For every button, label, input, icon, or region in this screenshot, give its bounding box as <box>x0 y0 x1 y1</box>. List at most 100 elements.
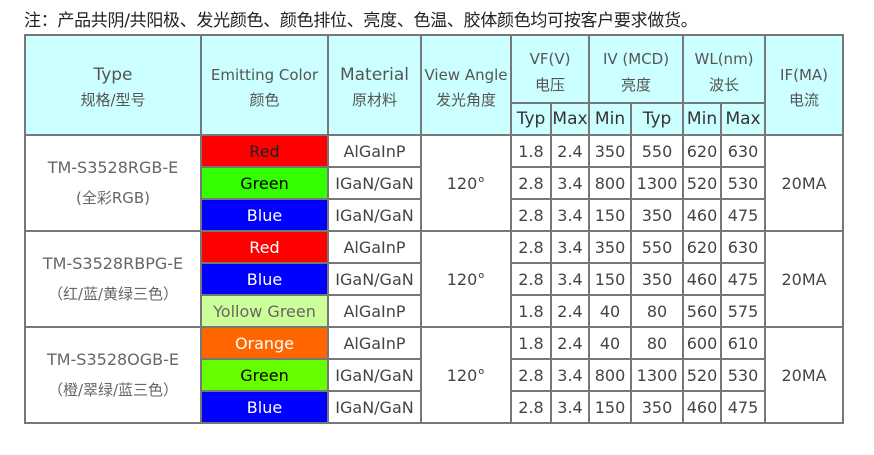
wl-cell: 475 <box>720 198 767 232</box>
iv-cell: 550 <box>630 230 685 264</box>
color-cell: Green <box>200 166 329 200</box>
header-color-en: Emitting Color <box>210 65 319 84</box>
model-name: TM-S3528RGB-E <box>47 158 179 177</box>
color-cell: Blue <box>200 390 329 424</box>
color-cell: Blue <box>200 262 329 296</box>
header-angle: View Angle 发光角度 <box>420 34 512 136</box>
header-iv-min: Min <box>588 102 633 136</box>
header-iv-typ: Typ <box>630 102 685 136</box>
wl-cell: 630 <box>720 230 767 264</box>
material-cell: AlGaInP <box>327 326 422 360</box>
vf-cell: 3.4 <box>549 230 591 264</box>
wl-cell: 520 <box>682 358 723 392</box>
wl-cell: 530 <box>720 166 767 200</box>
iv-cell: 350 <box>630 198 685 232</box>
header-angle-en: View Angle <box>424 65 508 84</box>
color-cell: Blue <box>200 198 329 232</box>
header-angle-cn: 发光角度 <box>435 90 496 109</box>
material-cell: AlGaInP <box>327 230 422 264</box>
iv-cell: 550 <box>630 134 685 168</box>
header-wl-max: Max <box>720 102 767 136</box>
material-cell: AlGaInP <box>327 294 422 328</box>
if-cell: 20MA <box>764 326 845 424</box>
table-row: Green IGaN/GaN 2.8 3.4 800 1300 520 530 <box>25 166 843 200</box>
header-wl: WL(nm) 波长 <box>682 34 767 104</box>
wl-cell: 610 <box>720 326 767 360</box>
spec-table: Type 规格/型号 Emitting Color 颜色 Material 原材料 V… <box>24 34 845 424</box>
material-cell: IGaN/GaN <box>327 262 422 296</box>
wl-cell: 620 <box>682 230 723 264</box>
iv-cell: 800 <box>588 166 633 200</box>
table-row: Blue IGaN/GaN 2.8 3.4 150 350 460 475 <box>25 198 843 232</box>
wl-cell: 475 <box>720 390 767 424</box>
wl-cell: 630 <box>720 134 767 168</box>
iv-cell: 1300 <box>630 358 685 392</box>
wl-cell: 600 <box>682 326 723 360</box>
header-if-en: IF(MA) <box>780 65 829 84</box>
vf-cell: 3.4 <box>549 166 591 200</box>
header-type: Type 规格/型号 <box>24 34 202 136</box>
wl-cell: 460 <box>682 390 723 424</box>
header-vf-en: VF(V) <box>529 49 571 68</box>
note-text: 注：产品共阴/共阳极、发光颜色、颜色排位、亮度、色温、胶体颜色均可按客户要求做货… <box>24 11 698 31</box>
material-cell: IGaN/GaN <box>327 390 422 424</box>
angle-cell: 120° <box>420 230 512 328</box>
iv-cell: 1300 <box>630 166 685 200</box>
iv-cell: 350 <box>588 230 633 264</box>
wl-cell: 575 <box>720 294 767 328</box>
if-cell: 20MA <box>764 134 845 232</box>
vf-cell: 3.4 <box>549 262 591 296</box>
vf-cell: 3.4 <box>549 390 591 424</box>
material-cell: IGaN/GaN <box>327 166 422 200</box>
angle-cell: 120° <box>420 326 512 424</box>
iv-cell: 350 <box>630 390 685 424</box>
model-name: TM-S3528RBPG-E <box>42 254 184 273</box>
table-row: TM-S3528OGB-E （橙/翠绿/蓝三色） Orange AlGaInP 120°… <box>24 326 845 424</box>
table-row: Yollow Green AlGaInP 1.8 2.4 40 80 560 575 <box>25 294 843 328</box>
vf-cell: 2.8 <box>510 262 552 296</box>
vf-cell: 2.8 <box>510 198 552 232</box>
table-row: Green IGaN/GaN 2.8 3.4 800 1300 520 530 <box>25 358 843 392</box>
header-iv-en: IV (MCD) <box>602 49 670 68</box>
model-desc: (全彩RGB) <box>75 189 151 207</box>
table-row: Blue IGaN/GaN 2.8 3.4 150 350 460 475 <box>25 390 843 424</box>
header-material-cn: 原材料 <box>351 90 397 109</box>
vf-cell: 1.8 <box>510 134 552 168</box>
iv-cell: 150 <box>588 262 633 296</box>
vf-cell: 2.8 <box>510 166 552 200</box>
material-cell: IGaN/GaN <box>327 198 422 232</box>
wl-cell: 620 <box>682 134 723 168</box>
vf-cell: 2.4 <box>549 294 591 328</box>
if-cell: 20MA <box>764 230 845 328</box>
header-wl-en: WL(nm) <box>694 49 754 68</box>
model-cell: TM-S3528OGB-E （橙/翠绿/蓝三色） <box>24 326 202 424</box>
header-type-en: Type <box>93 64 133 85</box>
iv-cell: 80 <box>630 326 685 360</box>
header-vf-typ: Typ <box>510 102 552 136</box>
material-cell: AlGaInP <box>327 134 422 168</box>
wl-cell: 520 <box>682 166 723 200</box>
header-iv-cn: 亮度 <box>621 75 652 94</box>
model-desc: （红/蓝/黄绿三色） <box>47 285 179 303</box>
header-if: IF(MA) 电流 <box>764 34 845 136</box>
wl-cell: 460 <box>682 198 723 232</box>
vf-cell: 1.8 <box>510 326 552 360</box>
header-vf: VF(V) 电压 <box>509 34 591 104</box>
header-wl-min: Min <box>682 102 723 136</box>
header-wl-cn: 波长 <box>709 75 740 94</box>
vf-cell: 2.8 <box>510 358 552 392</box>
vf-cell: 2.4 <box>549 326 591 360</box>
color-cell: Red <box>200 230 329 264</box>
vf-cell: 2.4 <box>549 134 591 168</box>
vf-cell: 2.8 <box>510 230 552 264</box>
model-cell: TM-S3528RBPG-E （红/蓝/黄绿三色） <box>24 230 202 328</box>
header-iv: IV (MCD) 亮度 <box>588 34 685 104</box>
angle-cell: 120° <box>420 134 512 232</box>
iv-cell: 40 <box>588 294 633 328</box>
iv-cell: 80 <box>630 294 685 328</box>
wl-cell: 460 <box>682 262 723 296</box>
vf-cell: 2.8 <box>510 390 552 424</box>
header-material-en: Material <box>339 64 410 85</box>
header-type-cn: 规格/型号 <box>80 90 146 109</box>
model-name: TM-S3528OGB-E <box>46 350 180 369</box>
